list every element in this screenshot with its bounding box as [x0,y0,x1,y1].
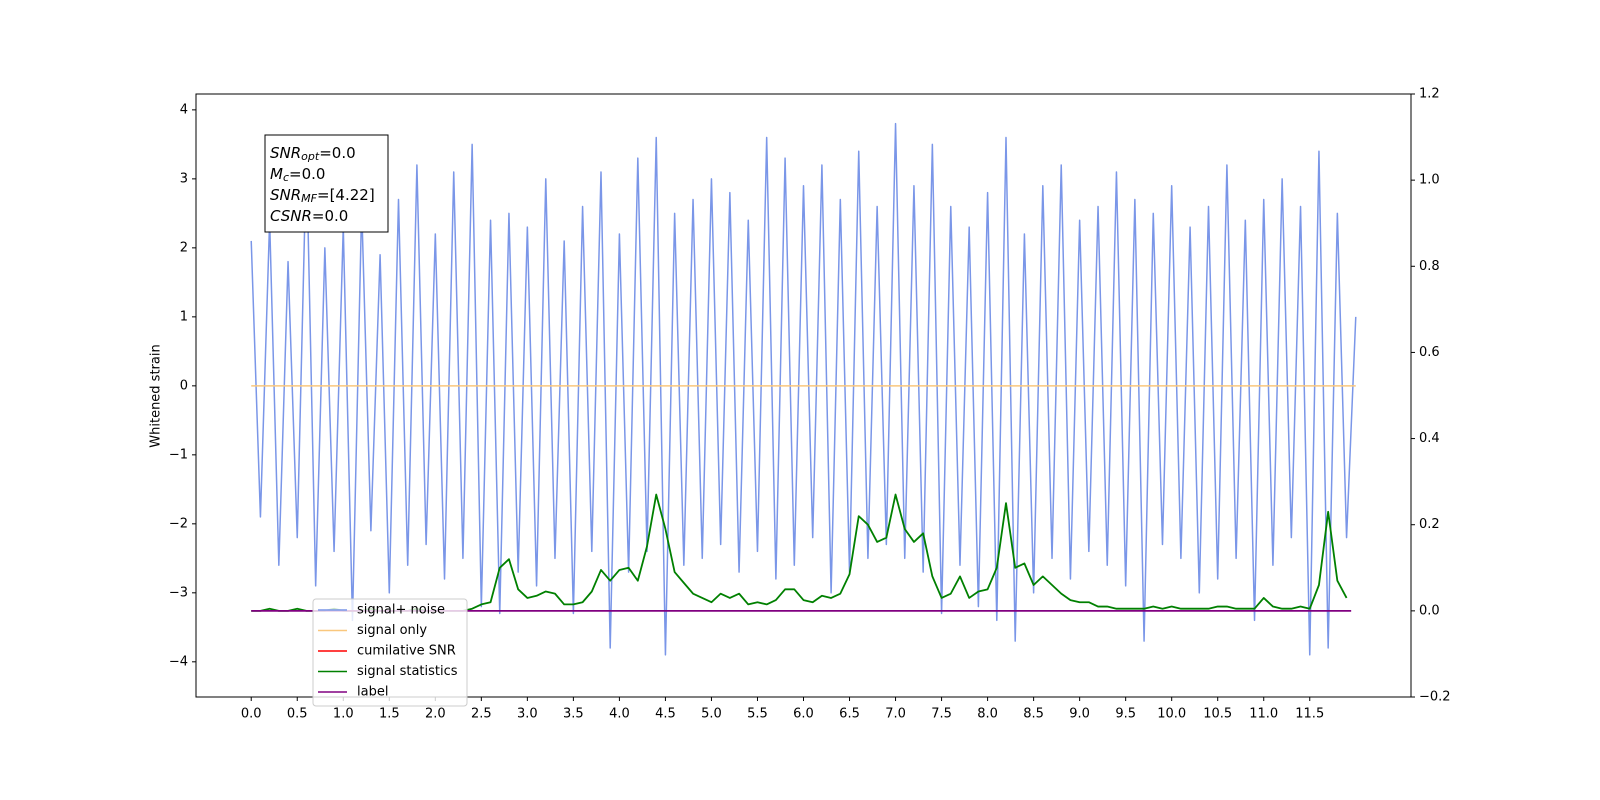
y-tick-label: −4 [169,654,188,669]
plot-area [250,122,1357,656]
y2-tick-label: 0.0 [1419,603,1440,618]
annotation-line: Mc=0.0 [270,165,325,185]
y-tick-label: 2 [180,240,188,255]
x-tick-label: 10.5 [1203,707,1232,722]
x-tick-label: 4.0 [609,707,630,722]
y-tick-label: 4 [180,102,188,117]
series-line [250,122,1357,656]
x-tick-label: 0.0 [241,707,262,722]
x-tick-label: 3.0 [517,707,538,722]
legend-box [312,598,468,707]
x-tick-label: 2.5 [471,707,492,722]
annotation-line: SNRopt=0.0 [270,144,356,164]
x-tick-label: 3.5 [563,707,584,722]
y-tick-label: 3 [180,171,188,186]
x-tick-label: 11.0 [1249,707,1278,722]
x-tick-label: 11.5 [1295,707,1324,722]
annotation-symbol: CSNR [270,207,312,225]
x-tick-label: 6.5 [839,707,860,722]
x-tick-label: 8.5 [1023,707,1044,722]
annotation-text: =0.0 [312,207,348,225]
annotation-symbol: M [270,165,283,183]
legend-label: signal statistics [357,664,458,679]
annotation-subscript: opt [301,150,320,163]
y-tick-label: −2 [169,516,188,531]
x-tick-label: 2.0 [425,707,446,722]
y2-tick-label: 1.0 [1419,173,1440,188]
x-tick-label: 4.5 [655,707,676,722]
x-tick-label: 6.0 [793,707,814,722]
y2-tick-label: 0.8 [1419,259,1440,274]
y2-tick-label: 0.6 [1419,345,1440,360]
legend-label: label [357,685,388,700]
annotation-line: CSNR=0.0 [270,207,348,225]
x-tick-label: 9.5 [1115,707,1136,722]
annotation-symbol: SNR [270,144,301,162]
y-tick-label: 1 [180,309,188,324]
annotation-line: SNRMF=[4.22] [270,186,375,206]
x-tick-label: 0.5 [287,707,308,722]
x-tick-label: 9.0 [1069,707,1090,722]
y-tick-label: −3 [169,585,188,600]
legend-label: signal+ noise [357,603,445,618]
y-axis-label: Whitened strain [149,344,164,447]
annotation-text: =0.0 [319,144,355,162]
x-tick-label: 8.0 [977,707,998,722]
legend-label: signal only [357,623,427,638]
y2-tick-label: 1.2 [1419,87,1440,102]
legend-label: cumilative SNR [357,644,456,659]
y2-tick-label: 0.2 [1419,517,1440,532]
y2-tick-label: −0.2 [1419,690,1451,705]
annotation-symbol: SNR [270,186,301,204]
y2-tick-label: 0.4 [1419,431,1440,446]
annotation-text: =0.0 [289,165,325,183]
x-tick-label: 10.0 [1157,707,1186,722]
x-tick-label: 5.0 [701,707,722,722]
y-tick-label: −1 [169,447,188,462]
annotation-text: =[4.22] [317,186,375,204]
x-tick-label: 7.0 [885,707,906,722]
y-tick-label: 0 [180,378,188,393]
x-tick-label: 5.5 [747,707,768,722]
annotation-box [264,134,389,233]
x-tick-label: 7.5 [931,707,952,722]
annotation-subscript: c [283,171,289,184]
x-tick-label: 1.5 [379,707,400,722]
annotation-subscript: MF [301,192,317,205]
x-tick-label: 1.0 [333,707,354,722]
